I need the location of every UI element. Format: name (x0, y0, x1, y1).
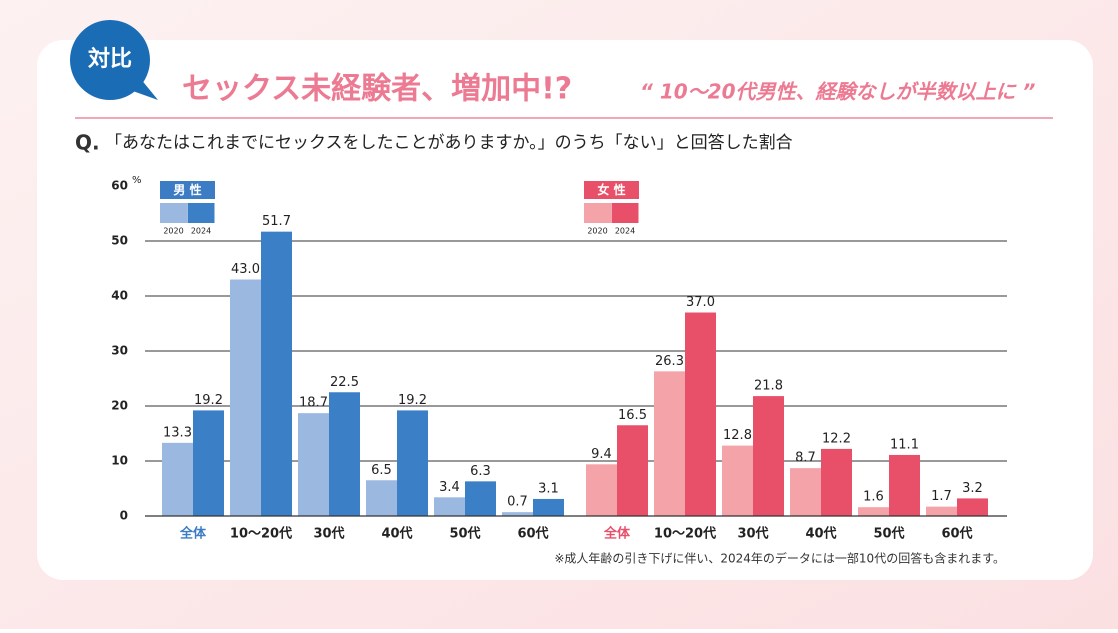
legend-header (584, 181, 639, 199)
value-label: 6.5 (371, 463, 392, 478)
legend-swatch (611, 203, 639, 223)
bar (722, 445, 753, 516)
value-label: 9.4 (591, 447, 612, 462)
legend-title: 男 性 (173, 182, 201, 197)
legend-label: 2020 (163, 227, 183, 236)
y-tick-label: 40 (111, 289, 128, 303)
y-tick-label: 20 (111, 399, 128, 413)
bar (957, 498, 988, 516)
x-tick-label: 50代 (873, 526, 904, 542)
badge: 対比 (88, 47, 132, 72)
bar (753, 396, 784, 516)
legend-swatch (187, 203, 215, 223)
y-tick-label: 10 (111, 454, 128, 468)
value-label: 19.2 (194, 393, 223, 408)
note: ※成人年齢の引き下げに伴い、2024年のデータには一部10代の回答も含まれます。 (554, 551, 1005, 566)
value-label: 51.7 (262, 214, 291, 229)
title: セックス未経験者、増加中!? (182, 72, 572, 107)
legend-title: 女 性 (597, 182, 625, 197)
question: 「あなたはこれまでにセックスをしたことがありますか。」のうち「ない」と回答した割… (105, 133, 793, 153)
value-label: 6.3 (470, 464, 491, 479)
value-label: 12.2 (822, 431, 851, 446)
y-tick-label: 60 (111, 179, 128, 193)
value-label: 13.3 (163, 425, 192, 440)
bar (502, 512, 533, 516)
bar (790, 468, 821, 516)
legend-label: 2024 (191, 227, 211, 236)
value-label: 12.8 (723, 428, 752, 443)
y-tick-label: 30 (111, 344, 128, 358)
value-label: 26.3 (655, 354, 684, 369)
y-tick-label: 50 (111, 234, 128, 248)
value-label: 1.7 (931, 489, 952, 504)
bar (533, 498, 564, 516)
bar (858, 507, 889, 516)
bar (586, 464, 617, 516)
bar (366, 480, 397, 516)
badge-tail (130, 78, 158, 100)
x-tick-label: 60代 (517, 526, 548, 542)
x-tick-label: 30代 (737, 526, 768, 542)
value-label: 22.5 (330, 375, 359, 390)
legend-swatch (160, 203, 187, 223)
bar (617, 425, 648, 516)
bar (926, 506, 957, 516)
x-tick-label: 全体 (603, 526, 631, 542)
bar (434, 497, 465, 516)
bar (397, 410, 428, 516)
bar (162, 442, 193, 516)
value-label: 0.7 (507, 495, 528, 510)
bar (193, 410, 224, 516)
value-label: 16.5 (618, 408, 647, 423)
subtitle: “ 10〜20代男性、経験なしが半数以上に ” (640, 80, 1035, 104)
value-label: 18.7 (299, 396, 328, 411)
value-label: 21.8 (754, 379, 783, 394)
value-label: 3.4 (439, 480, 460, 495)
bar (298, 413, 329, 516)
legend-label: 2020 (587, 227, 607, 236)
y-tick-label: 0 (120, 509, 128, 523)
bar (821, 448, 852, 516)
x-tick-label: 40代 (805, 526, 836, 542)
y-unit: % (132, 175, 142, 186)
legend-swatch (584, 203, 611, 223)
value-label: 8.7 (795, 451, 816, 466)
question-mark: Q. (75, 131, 100, 155)
x-tick-label: 60代 (941, 526, 972, 542)
bar (654, 371, 685, 516)
value-label: 3.2 (962, 481, 983, 496)
badge-bubble (70, 20, 150, 100)
legend-header (160, 181, 215, 199)
bar (685, 312, 716, 516)
bar (261, 231, 292, 516)
x-tick-label: 10〜20代 (230, 526, 292, 542)
bar (329, 392, 360, 516)
legend-label: 2024 (615, 227, 635, 236)
x-tick-label: 10〜20代 (654, 526, 716, 542)
x-tick-label: 40代 (381, 526, 412, 542)
value-label: 43.0 (231, 262, 260, 277)
value-label: 11.1 (890, 437, 919, 452)
value-label: 3.1 (538, 481, 559, 496)
bar (889, 454, 920, 516)
bar (230, 279, 261, 516)
value-label: 19.2 (398, 393, 427, 408)
x-tick-label: 全体 (179, 526, 207, 542)
value-label: 37.0 (686, 295, 715, 310)
x-tick-label: 50代 (449, 526, 480, 542)
x-tick-label: 30代 (313, 526, 344, 542)
value-label: 1.6 (863, 490, 884, 505)
bar (465, 481, 496, 516)
